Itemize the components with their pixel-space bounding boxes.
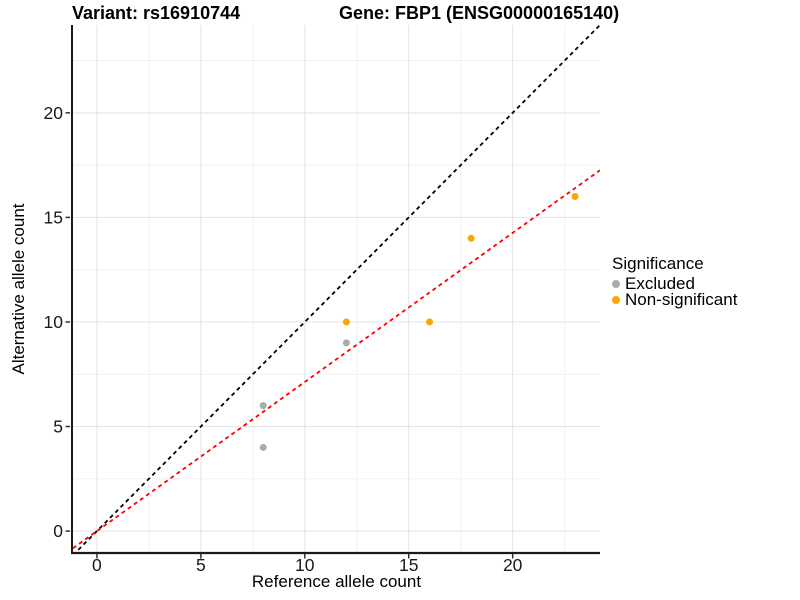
x-tick-label: 10 [295, 555, 315, 575]
data-point-excluded [259, 402, 267, 410]
legend-dot-non-significant-icon [612, 296, 620, 304]
legend-item-excluded: Excluded [612, 274, 737, 293]
regression-line [73, 169, 600, 549]
legend-title: Significance [612, 254, 704, 273]
data-point-non-significant [571, 192, 579, 200]
x-tick-label: 20 [503, 555, 523, 575]
x-tick-label: 0 [92, 555, 102, 575]
data-point-excluded [259, 443, 267, 451]
plot-title-variant: Variant: rs16910744 [72, 3, 241, 23]
y-tick-label: 10 [44, 312, 64, 332]
y-tick-label: 20 [44, 103, 64, 123]
x-axis-label: Reference allele count [251, 572, 422, 591]
y-axis-label: Alternative allele count [9, 203, 28, 375]
y-tick-label: 5 [53, 417, 63, 437]
legend-label-non-significant: Non-significant [625, 290, 738, 309]
data-point-non-significant [426, 318, 434, 326]
data-point-non-significant [467, 234, 475, 242]
y-tick-label: 0 [53, 521, 63, 541]
legend: Significance Excluded Non-significant [612, 255, 737, 308]
legend-label-excluded: Excluded [625, 274, 695, 293]
legend-dot-excluded-icon [612, 280, 620, 288]
legend-item-non-significant: Non-significant [612, 290, 738, 309]
y-tick-label: 15 [44, 207, 63, 227]
x-tick-label: 5 [196, 555, 206, 575]
identity-line [74, 25, 600, 552]
plot-title-gene: Gene: FBP1 (ENSG00000165140) [339, 3, 620, 23]
x-tick-label: 15 [399, 555, 418, 575]
data-point-excluded [342, 339, 350, 347]
data-point-non-significant [342, 318, 350, 326]
